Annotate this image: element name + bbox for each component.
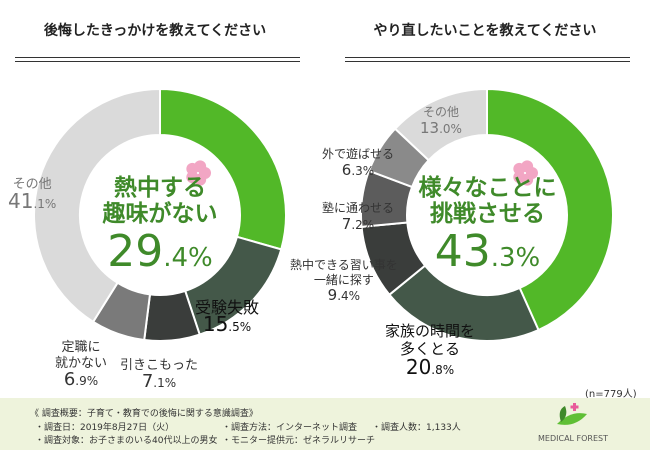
- chart0-slice-0: [159, 87, 287, 251]
- sample-size-note: (n=779人): [585, 389, 637, 400]
- chart1-slice-0: [486, 87, 614, 332]
- left-center-value: 29.4%: [107, 226, 213, 277]
- footer-target: ・調査対象：お子さまのいる40代以上の男女: [35, 436, 218, 446]
- right-center-value: 43.3%: [434, 226, 541, 277]
- label-left-other: その他 41.1%: [8, 177, 57, 213]
- label-soto: 外で遊ばせる 6.3%: [322, 147, 395, 179]
- left-chart-title: 後悔したきっかけを教えてください: [43, 23, 267, 39]
- right-title-rule-2: [345, 61, 630, 62]
- footer-method: ・調査方法：インターネット調査: [222, 423, 358, 433]
- label-right-other: その他 13.0%: [420, 105, 462, 137]
- footer-heading: 《 調査概要：子育て・教育での後悔に関する意識調査》: [30, 409, 258, 419]
- right-center-label: 様々なことに 挑戦させる 43.3%: [400, 175, 575, 283]
- chart1-slice-5: [393, 87, 488, 162]
- leaf-logo-icon: [557, 403, 587, 425]
- footer-count: ・調査人数：1,133人: [372, 423, 461, 433]
- logo-text: MEDICAL FOREST: [538, 434, 609, 443]
- left-title-rule: [15, 57, 300, 58]
- right-center-line1: 様々なことに: [418, 175, 557, 201]
- donut-charts: [33, 87, 614, 342]
- chart0-slice-4: [33, 87, 161, 324]
- label-juku: 塾に通わせる 7.2%: [322, 201, 395, 233]
- left-center-line1: 熱中する: [114, 175, 206, 201]
- label-naraigoto: 熱中できる習い事を 一緒に探す 9.4%: [290, 258, 398, 304]
- footer-provider: ・モニター提供元：ゼネラルリサーチ: [222, 436, 376, 446]
- label-family: 家族の時間を 多くとる 20.8%: [385, 322, 476, 379]
- right-chart-title: やり直したいことを教えてください: [373, 23, 597, 39]
- chart0-flower-icon: [186, 160, 211, 186]
- label-hikikomori: 引きこもった 7.1%: [120, 358, 199, 392]
- left-title-rule-2: [15, 61, 300, 62]
- right-title-rule: [345, 57, 630, 58]
- left-center-line2: 趣味がない: [102, 201, 218, 227]
- label-teishoku: 定職に 就かない 6.9%: [55, 340, 108, 390]
- survey-footer: 《 調査概要：子育て・教育での後悔に関する意識調査》 ・調査日：2019年8月2…: [0, 398, 650, 450]
- left-center-label: 熱中する 趣味がない 29.4%: [75, 175, 245, 283]
- chart1-flower-icon: [513, 160, 538, 186]
- label-juken: 受験失敗 15.5%: [195, 298, 260, 336]
- right-center-line2: 挑戦させる: [430, 201, 545, 227]
- footer-date: ・調査日：2019年8月27日（火）: [35, 423, 175, 433]
